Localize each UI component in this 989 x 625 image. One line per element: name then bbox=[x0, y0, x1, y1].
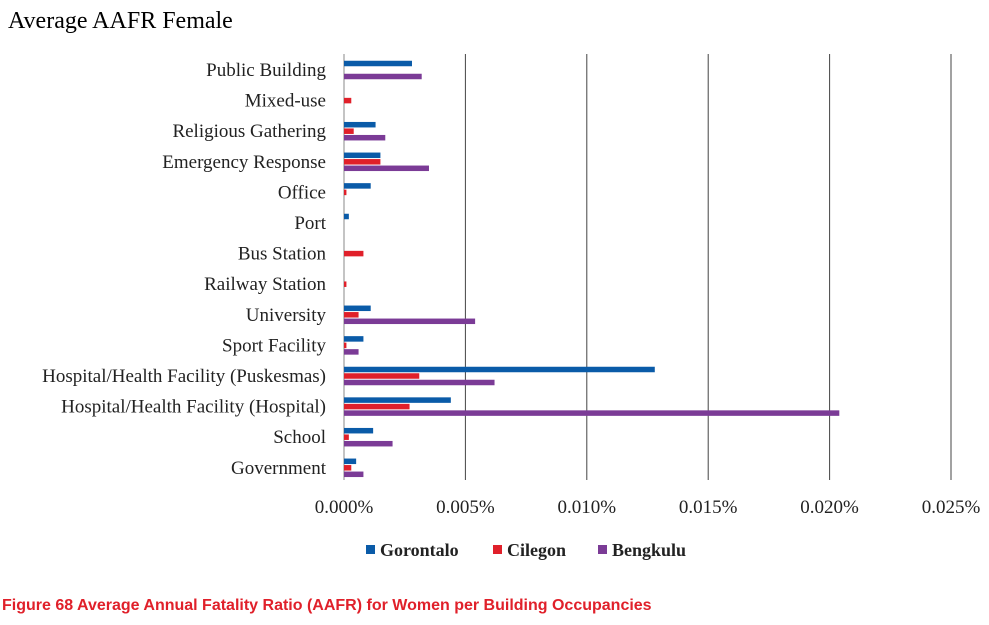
x-tick-label: 0.015% bbox=[679, 497, 738, 518]
bar-bengkulu bbox=[344, 165, 429, 172]
bar-gorontalo bbox=[344, 458, 357, 465]
bar-bengkulu bbox=[344, 471, 364, 478]
bar-gorontalo bbox=[344, 366, 655, 373]
bar-gorontalo bbox=[344, 183, 371, 189]
legend-swatch-bengkulu bbox=[598, 545, 607, 554]
bar-gorontalo bbox=[344, 121, 376, 128]
category-label: Port bbox=[294, 213, 326, 234]
bar-bengkulu bbox=[344, 134, 386, 141]
x-tick-label: 0.005% bbox=[436, 497, 495, 518]
chart: Average AAFR Female Public Building Mixed… bbox=[8, 8, 981, 560]
figure-caption: Figure 68 Average Annual Fatality Ratio … bbox=[2, 597, 652, 614]
category-label: University bbox=[246, 305, 327, 326]
bar-gorontalo bbox=[344, 336, 364, 342]
legend-swatch-gorontalo bbox=[366, 545, 375, 554]
bar-bengkulu bbox=[344, 379, 495, 386]
x-tick-labels: 0.000% 0.005% 0.010% 0.015% 0.020% 0.025% bbox=[315, 497, 981, 518]
bar-cilegon bbox=[344, 281, 347, 287]
bar-gorontalo bbox=[344, 152, 381, 159]
bar-gorontalo bbox=[344, 305, 371, 312]
bar-cilegon bbox=[344, 97, 352, 104]
category-labels: Public Building Mixed-use Religious Gather… bbox=[42, 60, 327, 479]
chart-title: Average AAFR Female bbox=[8, 8, 233, 34]
gridlines bbox=[343, 54, 952, 480]
category-label: Religious Gathering bbox=[172, 121, 326, 142]
bar-cilegon bbox=[344, 159, 381, 165]
bar-gorontalo bbox=[344, 397, 451, 403]
category-label: Government bbox=[231, 458, 327, 479]
category-label: School bbox=[273, 427, 326, 448]
category-label: Hospital/Health Facility (Hospital) bbox=[61, 397, 326, 418]
category-label: Mixed-use bbox=[245, 91, 326, 112]
bar-bengkulu bbox=[344, 318, 476, 325]
bar-bengkulu bbox=[344, 440, 393, 447]
x-tick-label: 0.020% bbox=[800, 497, 859, 518]
bar-cilegon bbox=[344, 189, 347, 196]
bar-gorontalo bbox=[344, 427, 374, 434]
category-label: Railway Station bbox=[204, 274, 326, 295]
bar-cilegon bbox=[344, 312, 359, 318]
x-tick-label: 0.025% bbox=[922, 497, 981, 518]
x-tick-label: 0.000% bbox=[315, 497, 374, 518]
bar-cilegon bbox=[344, 128, 354, 134]
bar-gorontalo bbox=[344, 60, 412, 67]
legend-label-cilegon: Cilegon bbox=[507, 540, 566, 560]
bar-gorontalo bbox=[344, 213, 349, 220]
bar-bengkulu bbox=[344, 73, 422, 80]
bar-bengkulu bbox=[344, 410, 840, 416]
category-label: Emergency Response bbox=[162, 152, 326, 173]
bars bbox=[344, 60, 840, 478]
bar-cilegon bbox=[344, 465, 352, 471]
x-tick-label: 0.010% bbox=[558, 497, 617, 518]
bar-cilegon bbox=[344, 434, 349, 440]
category-label: Hospital/Health Facility (Puskesmas) bbox=[42, 366, 326, 387]
legend-label-gorontalo: Gorontalo bbox=[380, 540, 459, 560]
legend-label-bengkulu: Bengkulu bbox=[612, 540, 686, 560]
category-label: Bus Station bbox=[238, 244, 327, 265]
category-label: Office bbox=[278, 182, 326, 203]
bar-cilegon bbox=[344, 403, 410, 410]
bar-cilegon bbox=[344, 373, 420, 379]
legend: Gorontalo Cilegon Bengkulu bbox=[366, 540, 686, 560]
bar-cilegon bbox=[344, 250, 364, 257]
bar-bengkulu bbox=[344, 349, 359, 355]
category-label: Public Building bbox=[206, 60, 326, 81]
legend-swatch-cilegon bbox=[493, 545, 502, 554]
category-label: Sport Facility bbox=[222, 335, 326, 356]
bar-cilegon bbox=[344, 342, 347, 349]
